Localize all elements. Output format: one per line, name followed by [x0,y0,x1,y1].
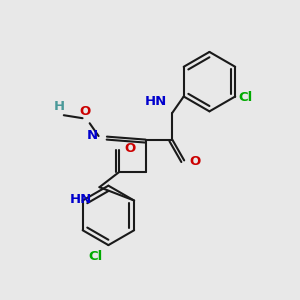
Text: HN: HN [145,95,167,108]
Text: H: H [54,100,65,113]
Text: O: O [124,142,135,155]
Text: O: O [79,105,90,118]
Text: O: O [190,155,201,168]
Text: Cl: Cl [238,92,252,104]
Text: Cl: Cl [88,250,102,262]
Text: N: N [87,129,98,142]
Text: HN: HN [70,193,92,206]
